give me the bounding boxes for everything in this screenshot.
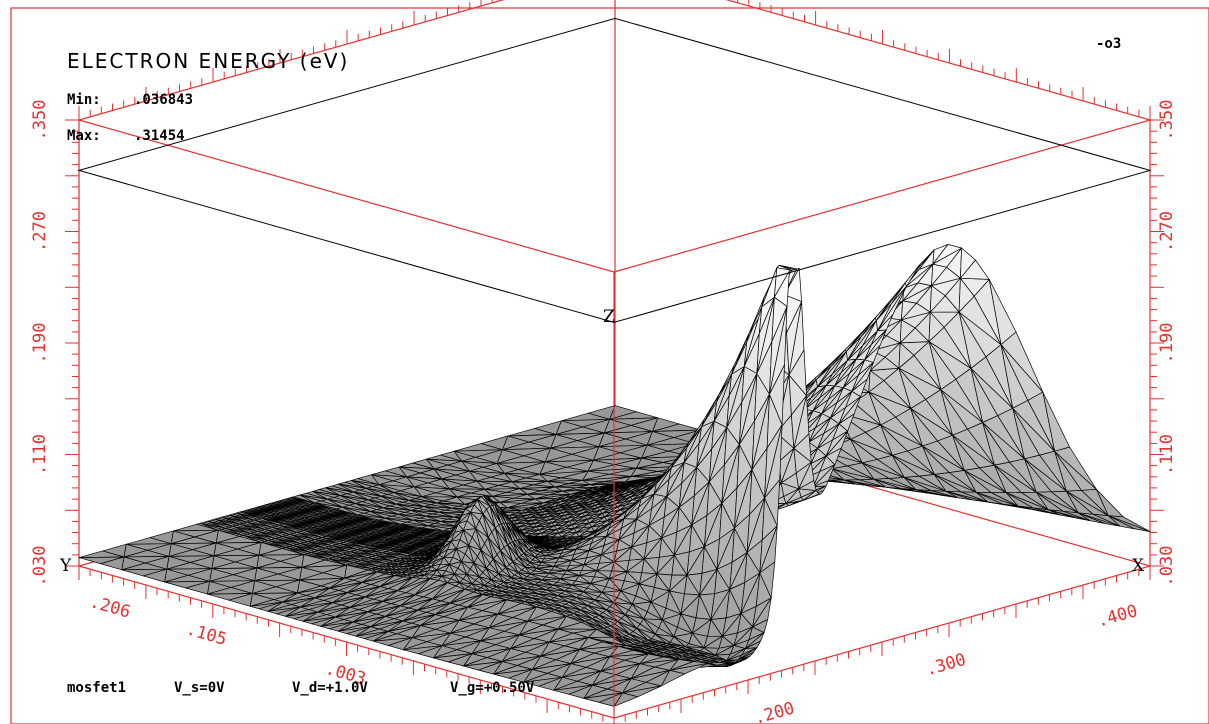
surface-facet bbox=[387, 637, 413, 651]
surface-facet bbox=[932, 244, 949, 265]
surface-facet bbox=[276, 606, 301, 617]
surface-facet bbox=[752, 619, 769, 633]
surface-facet bbox=[851, 379, 868, 397]
surface-facet bbox=[100, 556, 125, 571]
surface-facet bbox=[568, 684, 593, 699]
surface-facet bbox=[346, 626, 371, 637]
surface-facet bbox=[418, 645, 443, 659]
surface-facet bbox=[745, 640, 761, 649]
plot-border bbox=[10, 7, 1209, 724]
surface-facet bbox=[774, 270, 790, 307]
surface-facet bbox=[838, 413, 855, 432]
axis-box-ticks bbox=[65, 0, 1164, 724]
surface-facet bbox=[764, 479, 781, 527]
surface-facet bbox=[793, 395, 810, 449]
surface-facet bbox=[904, 263, 921, 287]
surface-facet bbox=[813, 480, 829, 487]
surface-facet bbox=[960, 247, 976, 279]
surface-facet bbox=[478, 661, 503, 675]
surface-facet bbox=[788, 301, 805, 376]
surface-facet bbox=[783, 267, 800, 295]
surface-facet bbox=[803, 490, 820, 501]
surface-facet bbox=[723, 661, 740, 667]
surface-facet bbox=[798, 461, 815, 490]
surface-facet bbox=[737, 652, 754, 661]
box-edge bbox=[725, 0, 1151, 121]
surface-facet bbox=[328, 621, 354, 632]
surface-facet bbox=[825, 447, 842, 466]
surface-facet bbox=[293, 611, 319, 622]
surface-facet bbox=[258, 601, 283, 612]
surface-facet bbox=[769, 364, 785, 426]
surface-facet bbox=[778, 265, 795, 271]
surface-facet bbox=[877, 314, 894, 331]
surface-facet bbox=[448, 653, 473, 667]
surface-facet bbox=[185, 580, 210, 595]
surface-facet bbox=[759, 561, 776, 599]
surface-facet bbox=[311, 616, 336, 627]
energy-surface bbox=[78, 244, 1151, 707]
surface-facet bbox=[538, 676, 563, 691]
surface-facet bbox=[364, 631, 389, 642]
surface-facet bbox=[508, 669, 533, 683]
surface-facet bbox=[864, 345, 881, 363]
surface-facet bbox=[142, 568, 168, 583]
surface-facet bbox=[228, 593, 253, 607]
